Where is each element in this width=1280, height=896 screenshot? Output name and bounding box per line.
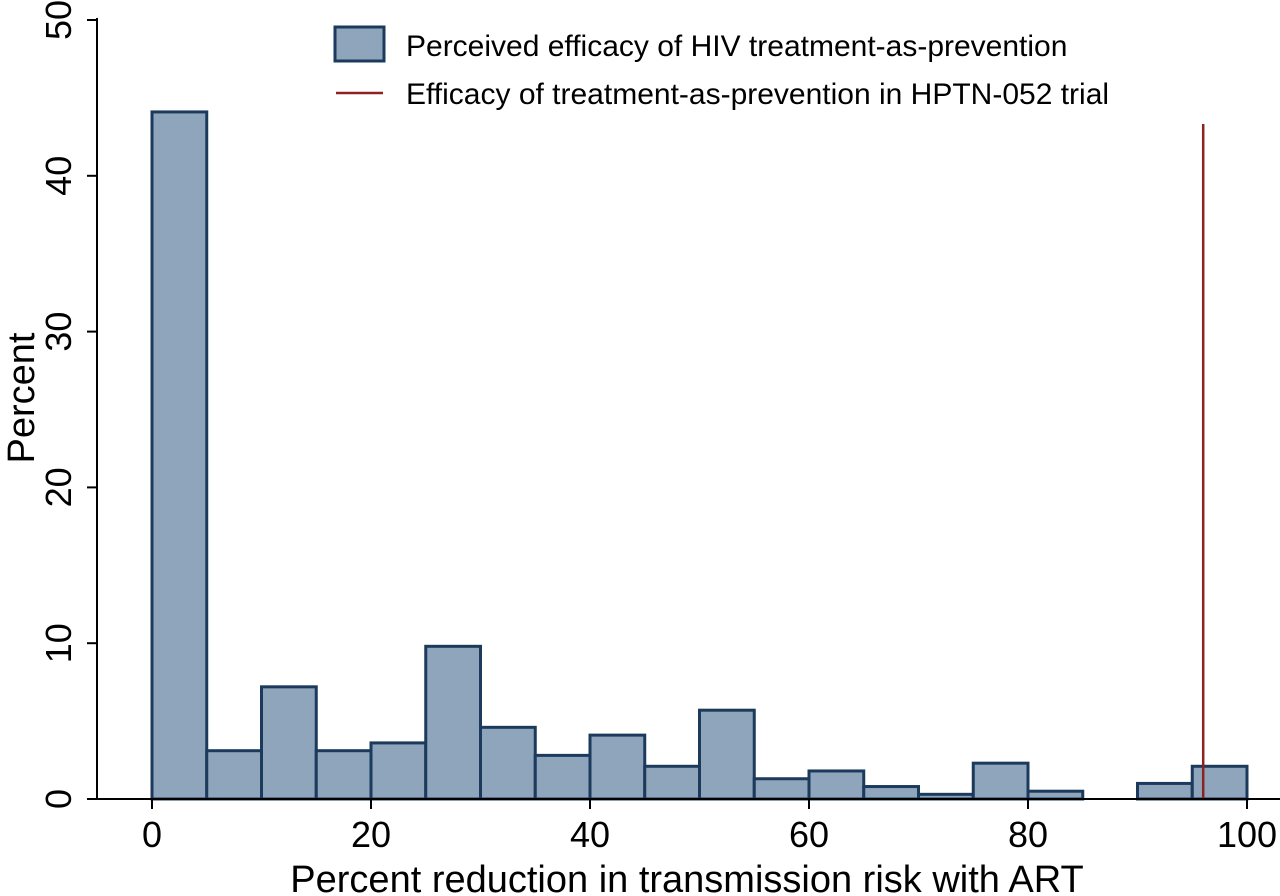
- histogram-bar: [1026, 789, 1085, 801]
- histogram-bar: [479, 725, 537, 801]
- bars-group: [150, 110, 1249, 801]
- x-tick-label: 100: [1217, 814, 1277, 855]
- x-tick-label: 60: [789, 814, 829, 855]
- y-axis-title: Percent: [1, 332, 43, 463]
- y-tick-label: 40: [38, 156, 79, 196]
- y-tick-label: 0: [38, 789, 79, 809]
- x-tick-label: 80: [1008, 814, 1048, 855]
- x-tick-label: 0: [142, 814, 162, 855]
- histogram-bar: [260, 685, 318, 801]
- histogram-bar: [698, 708, 756, 801]
- histogram-bar: [588, 733, 647, 801]
- y-tick-label: 10: [38, 623, 79, 663]
- legend: Perceived efficacy of HIV treatment-as-p…: [333, 25, 1109, 111]
- y-tick-label: 30: [38, 312, 79, 352]
- x-tick-label: 20: [351, 814, 391, 855]
- y-tick-label: 20: [38, 467, 79, 507]
- histogram-bar: [1190, 764, 1249, 801]
- histogram-bar: [424, 644, 482, 801]
- legend-swatch-histogram: [333, 25, 386, 63]
- histogram-bar: [862, 785, 920, 801]
- histogram-bar: [807, 769, 866, 801]
- legend-label-histogram: Perceived efficacy of HIV treatment-as-p…: [406, 30, 1067, 63]
- x-tick-label: 40: [570, 814, 610, 855]
- axes-group: 0 10 20 30 40 50 0 20 40 60 80 100: [38, 0, 1280, 855]
- histogram-bar: [369, 741, 428, 801]
- histogram-bar: [971, 761, 1030, 801]
- histogram-bar: [1136, 781, 1194, 801]
- legend-label-reference-line: Efficacy of treatment-as-prevention in H…: [406, 78, 1109, 111]
- histogram-bar: [752, 777, 811, 801]
- histogram-bar: [205, 749, 263, 801]
- histogram-bar: [314, 749, 373, 801]
- histogram-bar: [643, 764, 701, 801]
- x-axis-title: Percent reduction in transmission risk w…: [290, 859, 1083, 896]
- histogram-bar: [150, 110, 209, 801]
- y-tick-label: 50: [38, 0, 79, 40]
- histogram-bar: [533, 753, 592, 801]
